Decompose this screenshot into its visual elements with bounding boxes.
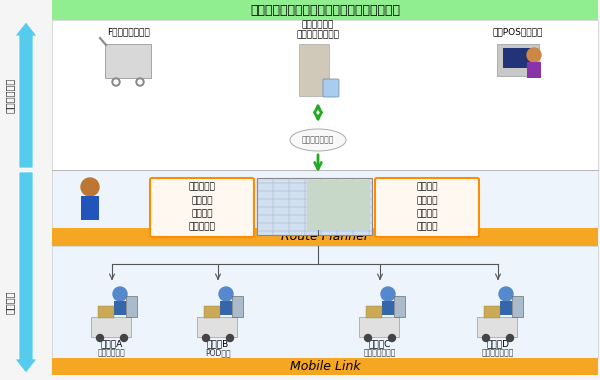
FancyBboxPatch shape [232, 296, 242, 317]
FancyBboxPatch shape [394, 296, 404, 317]
FancyBboxPatch shape [52, 246, 598, 358]
FancyBboxPatch shape [359, 317, 399, 337]
Circle shape [506, 334, 514, 342]
Circle shape [227, 334, 233, 342]
Text: ニトリ／ホームロジスティクス基幹システム: ニトリ／ホームロジスティクス基幹システム [250, 3, 400, 16]
FancyBboxPatch shape [307, 180, 370, 230]
Circle shape [112, 78, 120, 86]
FancyBboxPatch shape [497, 44, 539, 76]
Polygon shape [15, 22, 37, 168]
Text: Mobile Link: Mobile Link [290, 360, 361, 373]
FancyBboxPatch shape [52, 228, 598, 246]
FancyBboxPatch shape [125, 296, 137, 317]
Text: オンプレミス: オンプレミス [5, 78, 15, 112]
FancyBboxPatch shape [52, 358, 598, 375]
FancyBboxPatch shape [366, 306, 382, 318]
Circle shape [97, 334, 104, 342]
FancyBboxPatch shape [323, 79, 339, 97]
FancyBboxPatch shape [503, 48, 531, 68]
FancyBboxPatch shape [484, 306, 500, 318]
Ellipse shape [290, 129, 346, 151]
Circle shape [389, 334, 395, 342]
Circle shape [113, 287, 127, 301]
Polygon shape [15, 172, 37, 373]
Text: 配送指示
商品情報
消行管理
進捗管理: 配送指示 商品情報 消行管理 進捗管理 [416, 183, 438, 231]
FancyBboxPatch shape [382, 301, 394, 315]
Text: インターネット: インターネット [302, 136, 334, 144]
Circle shape [527, 48, 541, 62]
FancyBboxPatch shape [105, 44, 151, 78]
Text: クラウド: クラウド [5, 290, 15, 314]
FancyBboxPatch shape [52, 170, 598, 228]
FancyBboxPatch shape [477, 317, 517, 337]
FancyBboxPatch shape [500, 301, 512, 315]
Circle shape [203, 334, 209, 342]
Text: エリアA: エリアA [101, 339, 123, 348]
Circle shape [136, 78, 144, 86]
FancyBboxPatch shape [150, 178, 254, 237]
Circle shape [499, 287, 513, 301]
FancyBboxPatch shape [511, 296, 523, 317]
FancyBboxPatch shape [299, 44, 329, 96]
Text: 店舗POSシステム: 店舗POSシステム [493, 27, 543, 36]
FancyBboxPatch shape [52, 20, 598, 170]
Circle shape [114, 80, 118, 84]
FancyBboxPatch shape [81, 196, 99, 220]
FancyBboxPatch shape [197, 317, 237, 337]
Text: エリアD: エリアD [487, 339, 509, 348]
Circle shape [482, 334, 490, 342]
FancyBboxPatch shape [220, 301, 232, 315]
Text: 配送指示報告: 配送指示報告 [98, 348, 126, 358]
Text: エリアB: エリアB [207, 339, 229, 348]
FancyBboxPatch shape [257, 178, 372, 235]
Text: POD取得: POD取得 [205, 348, 231, 358]
Text: エリアC: エリアC [369, 339, 391, 348]
Text: ステータス報告: ステータス報告 [482, 348, 514, 358]
FancyBboxPatch shape [204, 306, 220, 318]
Text: バックエンド
インターフェース: バックエンド インターフェース [296, 20, 340, 40]
Circle shape [381, 287, 395, 301]
Circle shape [219, 287, 233, 301]
Text: ナビゲーション: ナビゲーション [364, 348, 396, 358]
FancyBboxPatch shape [375, 178, 479, 237]
FancyBboxPatch shape [98, 306, 114, 318]
FancyBboxPatch shape [52, 0, 598, 20]
FancyBboxPatch shape [527, 62, 541, 78]
FancyBboxPatch shape [114, 301, 126, 315]
Circle shape [138, 80, 142, 84]
Text: Fマースシステム: Fマースシステム [107, 27, 149, 36]
Text: Route Planner: Route Planner [281, 231, 369, 244]
Circle shape [365, 334, 371, 342]
FancyBboxPatch shape [91, 317, 131, 337]
Text: 配送候補日
配送予約
台車計画
ルート計画: 配送候補日 配送予約 台車計画 ルート計画 [188, 183, 215, 231]
Circle shape [121, 334, 128, 342]
Circle shape [81, 178, 99, 196]
